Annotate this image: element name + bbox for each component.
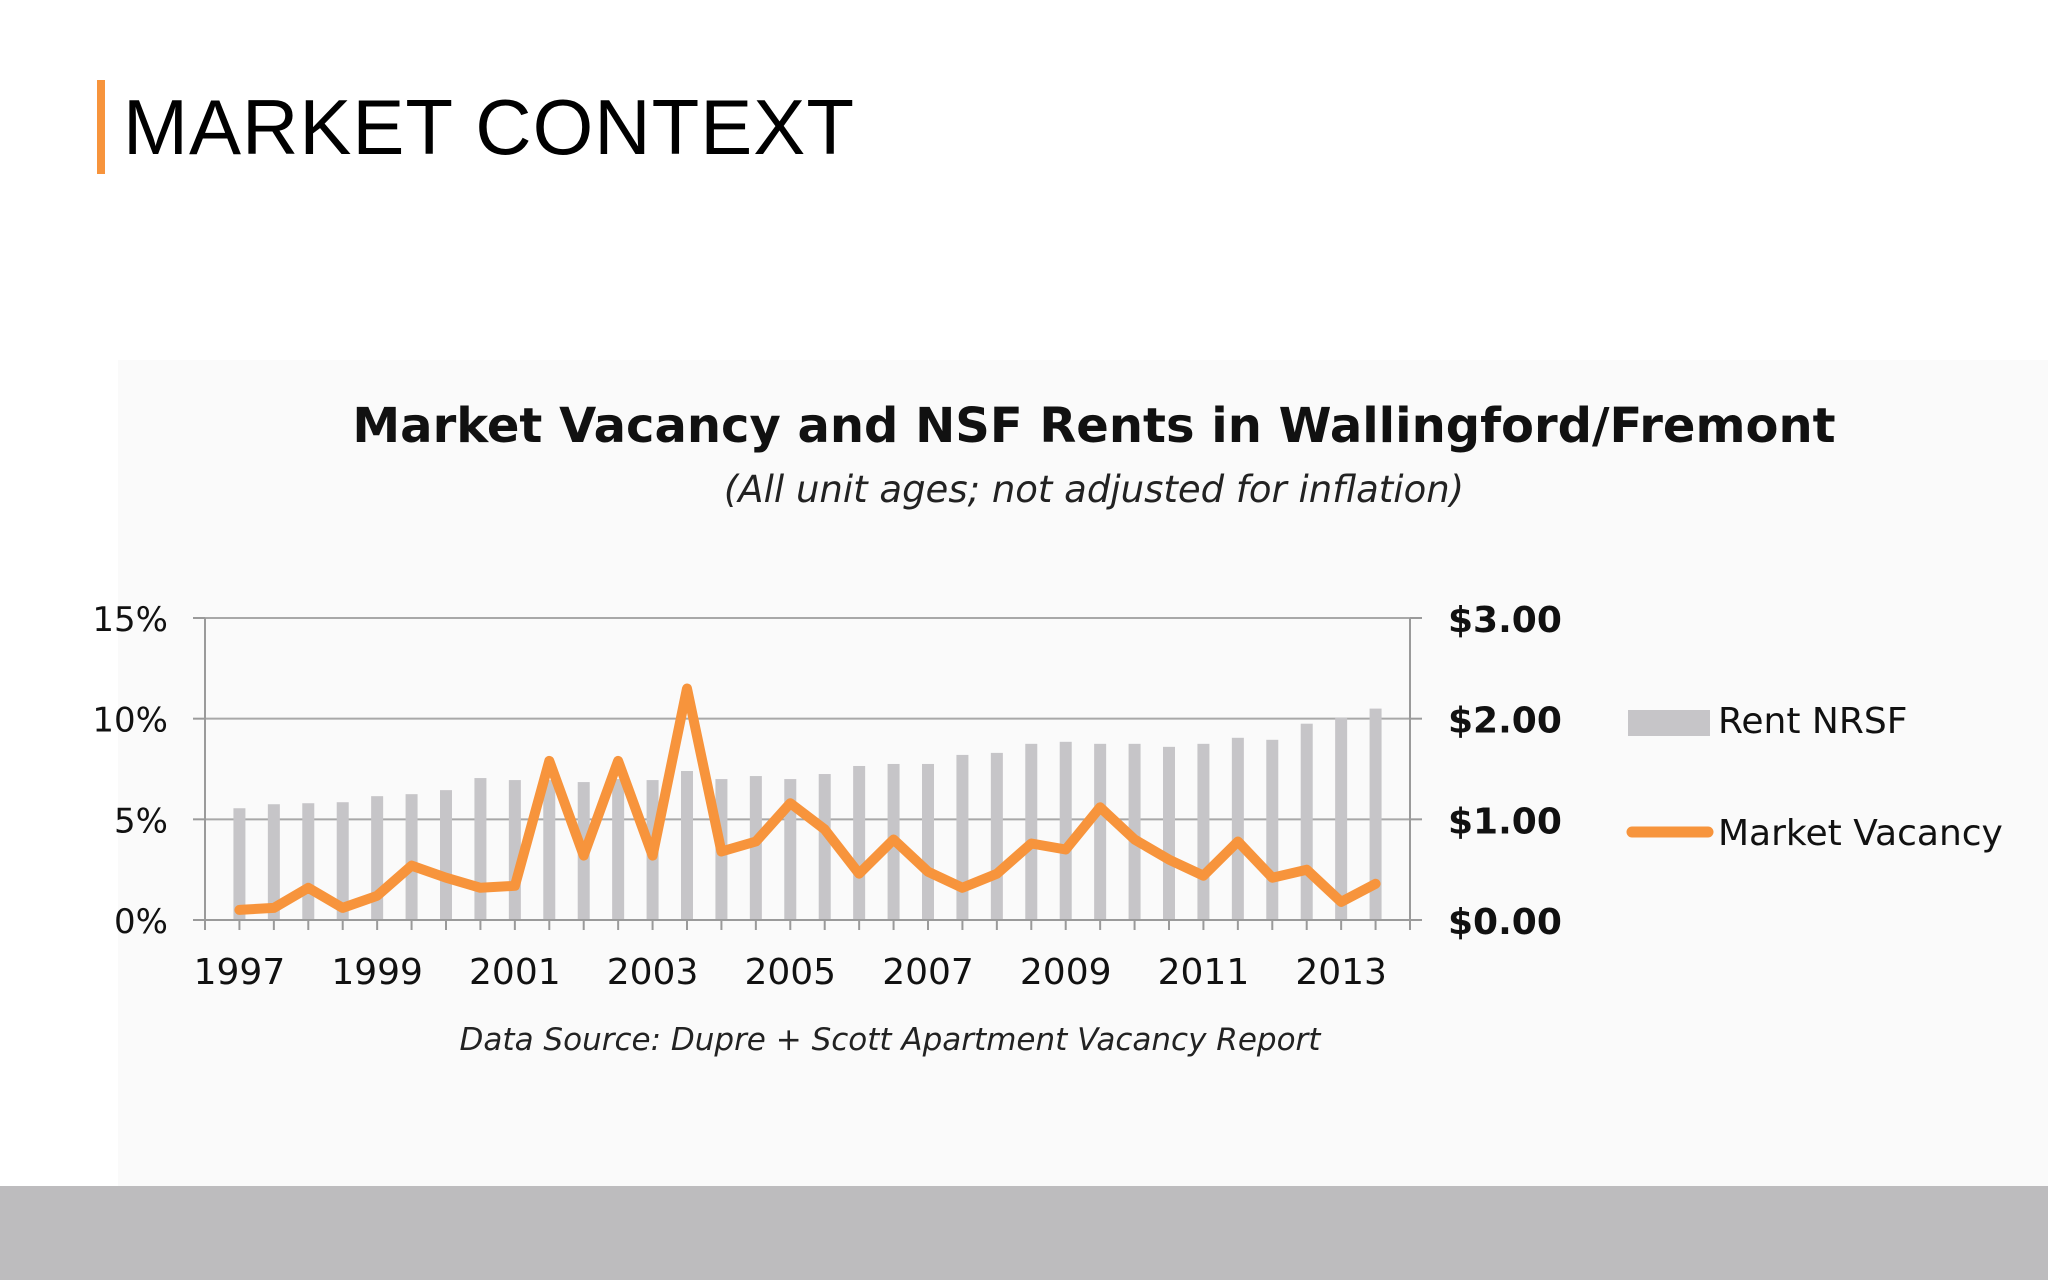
chart-panel [118,360,2048,1190]
rent-bar [543,780,556,920]
rent-bar [990,752,1003,920]
rent-bar [1231,737,1244,920]
chart-source: Data Source: Dupre + Scott Apartment Vac… [459,1022,1321,1058]
rent-bar [302,803,315,920]
chart-subtitle: (All unit ages; not adjusted for inflati… [723,468,1465,511]
y-left-tick-label: 0% [114,902,168,942]
y-right-tick-label: $3.00 [1448,600,1562,641]
rent-bar [405,794,418,920]
rent-bar [853,765,866,920]
rent-bar [1266,739,1279,920]
rent-bar [818,774,831,920]
x-tick-label: 2009 [1020,952,1112,993]
rent-bar [749,776,762,920]
legend-swatch-rent [1628,710,1710,736]
rent-bar [1335,717,1348,920]
rent-bar [1369,708,1382,920]
rent-bar [336,802,349,920]
y-left-tick-label: 5% [114,801,168,841]
legend-label-vacancy: Market Vacancy [1718,813,2003,854]
y-right-tick-label: $1.00 [1448,801,1562,842]
rent-bar [1094,743,1107,920]
y-left-tick-label: 15% [92,600,168,640]
rent-bar [1025,743,1038,920]
rent-bar [440,790,452,920]
vacancy-line [234,683,1381,915]
rent-bar [612,779,625,920]
x-tick-label: 2005 [744,952,836,993]
y-left-tick-label: 10% [92,701,168,741]
rent-bar [784,779,797,920]
rent-bar [1059,741,1072,920]
x-tick-label: 2001 [469,952,561,993]
rent-bar [1300,723,1313,920]
footer-bar [0,1186,2048,1280]
rent-bar [508,780,521,920]
vacancy-rent-chart: 0% 5% 10% 15% $0.00 $1.00 $2.00 $3.00 1997 1999 20… [92,600,2003,993]
rent-bar [1163,746,1175,920]
rent-bar [267,804,280,920]
chart-title: Market Vacancy and NSF Rents in Wallingf… [352,398,1836,454]
rent-bar [956,754,969,920]
rent-bar [922,763,934,920]
rent-bar [474,778,487,920]
x-tick-label: 2003 [607,952,699,993]
rent-bar [681,771,693,920]
rent-bar [1197,743,1210,920]
y-right-tick-label: $2.00 [1448,701,1562,742]
x-tick-label: 2007 [882,952,974,993]
x-tick-label: 2013 [1295,952,1387,993]
rent-bar [1128,743,1141,920]
x-tick-label: 1997 [194,952,286,993]
y-right-tick-label: $0.00 [1448,902,1562,943]
x-tick-label: 1999 [331,952,423,993]
legend-label-rent: Rent NRSF [1718,701,1907,742]
rent-bar [233,808,246,920]
slide-title: MARKET CONTEXT [97,80,855,174]
x-tick-label: 2011 [1158,952,1250,993]
